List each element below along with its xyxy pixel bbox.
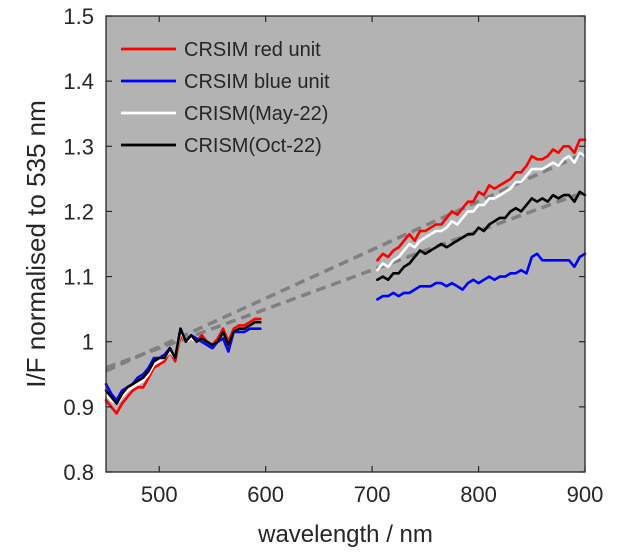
legend-label-crism-oct-22: CRISM(Oct-22) [184, 135, 322, 157]
x-tick-label: 900 [567, 482, 604, 507]
series-line-crism-oct-22-1 [104, 320, 262, 405]
y-tick-label: 0.9 [63, 395, 94, 420]
trend-line-1 [105, 151, 586, 373]
series-lines [104, 138, 587, 415]
y-tick-label: 1.2 [63, 199, 94, 224]
legend-label-crsim-red-unit: CRSIM red unit [184, 39, 321, 61]
series-line-crsim-red-unit-2 [376, 138, 587, 262]
legend-label-crism-may-22: CRISM(May-22) [184, 103, 328, 125]
y-tick-label: 0.8 [63, 460, 94, 485]
y-tick-label: 1 [82, 330, 94, 355]
x-tick-label: 500 [141, 482, 178, 507]
legend: CRSIM red unit CRSIM blue unit CRISM(May-2… [121, 39, 330, 157]
y-axis-ticks: 0.8 0.9 1 1.1 1.2 1.3 1.4 1.5 [63, 4, 585, 485]
legend-label-crsim-blue-unit: CRSIM blue unit [184, 71, 330, 93]
y-tick-label: 1.5 [63, 4, 94, 29]
axes-box [105, 15, 586, 473]
y-axis-label: I/F normalised to 535 nm [21, 100, 51, 388]
series-line-crism-may-22-2 [376, 151, 587, 272]
series-line-crsim-blue-unit-2 [376, 252, 587, 301]
y-tick-label: 1.4 [63, 69, 94, 94]
series-crism-oct-22 [104, 190, 587, 405]
x-axis-label: wavelength / nm [257, 521, 433, 548]
x-tick-label: 800 [460, 482, 497, 507]
plot-area [106, 16, 585, 472]
series-line-crism-oct-22-2 [376, 190, 587, 282]
x-tick-label: 600 [247, 482, 284, 507]
y-tick-label: 1.3 [63, 134, 94, 159]
x-axis-ticks: 500 600 700 800 900 [141, 16, 603, 507]
x-tick-label: 700 [354, 482, 391, 507]
y-tick-label: 1.1 [63, 265, 94, 290]
